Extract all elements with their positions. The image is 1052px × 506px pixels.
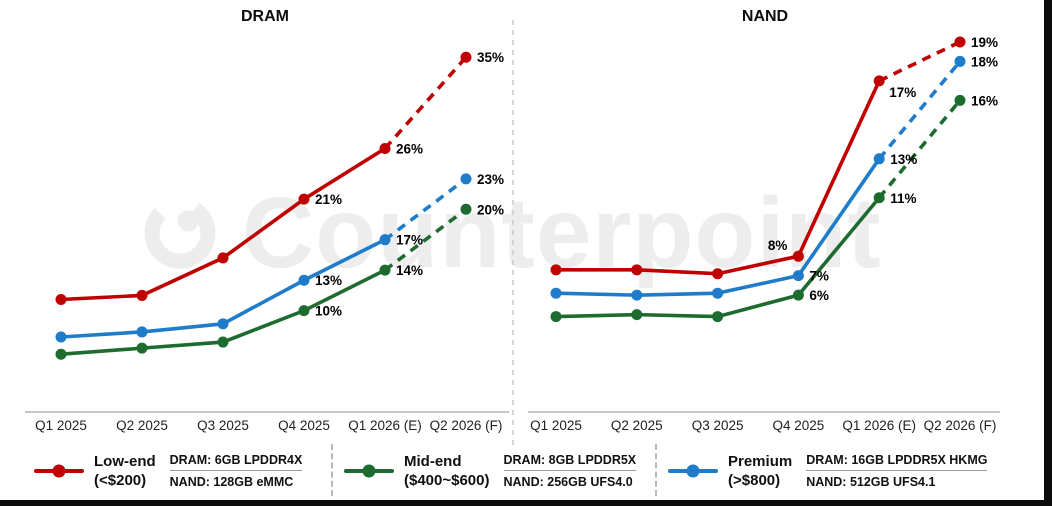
- data-point-marker: [136, 289, 148, 301]
- data-point-marker: [217, 318, 229, 330]
- data-point-marker: [954, 94, 966, 106]
- data-point-label: 6%: [809, 288, 829, 303]
- data-point-marker: [460, 173, 472, 185]
- chart-title-dram: DRAM: [241, 8, 289, 25]
- data-point-marker: [136, 342, 148, 354]
- data-point-label: 16%: [971, 93, 998, 108]
- x-axis-label: Q1 2025: [35, 418, 87, 433]
- series-forecast-line-mid-end: [877, 99, 962, 199]
- data-point-marker: [873, 75, 885, 87]
- data-point-marker: [55, 348, 67, 360]
- watermark: Counterpoint: [138, 183, 882, 283]
- x-axis-label: Q2 2025: [116, 418, 168, 433]
- data-point-marker: [792, 270, 804, 282]
- x-axis-label: Q2 2026 (F): [430, 418, 503, 433]
- data-point-label: 8%: [768, 238, 788, 253]
- data-point-marker: [792, 250, 804, 262]
- data-point-marker: [873, 192, 885, 204]
- watermark-text: Counterpoint: [242, 177, 882, 289]
- data-point-marker: [379, 234, 391, 246]
- data-point-marker: [379, 264, 391, 276]
- data-point-marker: [712, 268, 724, 280]
- data-point-marker: [55, 293, 67, 305]
- data-point-label: 11%: [890, 191, 916, 206]
- x-axis-label: Q3 2025: [692, 418, 744, 433]
- data-point-marker: [550, 287, 562, 299]
- series-forecast-line-mid-end: [383, 207, 468, 272]
- data-point-label: 18%: [971, 54, 998, 69]
- data-point-label: 10%: [315, 304, 342, 319]
- data-point-label: 35%: [477, 50, 504, 65]
- data-point-marker: [217, 336, 229, 348]
- x-axis-label: Q2 2026 (F): [924, 418, 997, 433]
- series-forecast-line-low-end: [878, 40, 961, 83]
- data-point-marker: [460, 51, 472, 63]
- data-point-marker: [631, 289, 643, 301]
- data-point-marker: [217, 252, 229, 264]
- data-point-label: 13%: [890, 152, 917, 167]
- series-line-low-end: [556, 80, 881, 276]
- data-point-label: 17%: [889, 85, 916, 100]
- series-forecast-line-low-end: [383, 56, 468, 150]
- x-axis-label: Q1 2026 (E): [842, 418, 916, 433]
- data-point-marker: [55, 331, 67, 343]
- data-point-label: 17%: [396, 233, 423, 248]
- x-axis-label: Q1 2026 (E): [348, 418, 422, 433]
- x-axis-label: Q1 2025: [530, 418, 582, 433]
- data-point-marker: [954, 36, 966, 48]
- counterpoint-logo-icon: [144, 197, 216, 269]
- chart-title-nand: NAND: [741, 8, 789, 25]
- series-forecast-line-premium: [877, 60, 962, 160]
- data-point-marker: [298, 193, 310, 205]
- data-point-label: 23%: [477, 172, 504, 187]
- x-axis-label: Q2 2025: [611, 418, 663, 433]
- data-point-label: 19%: [971, 35, 998, 50]
- data-point-marker: [631, 309, 643, 321]
- data-point-marker: [954, 55, 966, 67]
- series-forecast-line-premium: [383, 177, 468, 242]
- data-point-marker: [136, 326, 148, 338]
- x-axis-label: Q4 2025: [278, 418, 330, 433]
- data-point-marker: [379, 142, 391, 154]
- data-point-marker: [460, 203, 472, 215]
- data-point-label: 13%: [315, 273, 342, 288]
- data-point-marker: [873, 153, 885, 165]
- data-point-marker: [298, 305, 310, 317]
- data-point-label: 7%: [809, 269, 829, 284]
- x-axis-label: Q4 2025: [773, 418, 825, 433]
- x-axis-label: Q3 2025: [197, 418, 249, 433]
- data-point-label: 26%: [396, 141, 423, 156]
- data-point-marker: [712, 287, 724, 299]
- data-point-marker: [298, 274, 310, 286]
- data-point-marker: [792, 289, 804, 301]
- data-point-marker: [631, 264, 643, 276]
- data-point-marker: [550, 264, 562, 276]
- data-point-label: 14%: [396, 263, 423, 278]
- data-point-label: 21%: [315, 192, 342, 207]
- data-point-label: 20%: [477, 202, 504, 217]
- data-point-marker: [712, 311, 724, 323]
- data-point-marker: [550, 311, 562, 323]
- series-line-mid-end: [555, 196, 881, 319]
